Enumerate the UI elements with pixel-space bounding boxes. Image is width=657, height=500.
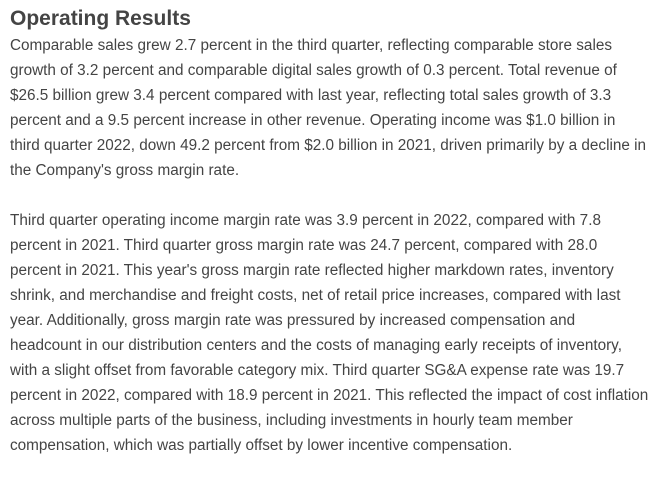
- paragraph-margin-rates: Third quarter operating income margin ra…: [10, 212, 649, 454]
- section-title: Operating Results: [10, 7, 191, 30]
- operating-results-section: Operating Results Comparable sales grew …: [10, 7, 649, 454]
- paragraph-comparable-sales: Comparable sales grew 2.7 percent in the…: [10, 37, 647, 179]
- paragraph-spacer: [10, 183, 649, 208]
